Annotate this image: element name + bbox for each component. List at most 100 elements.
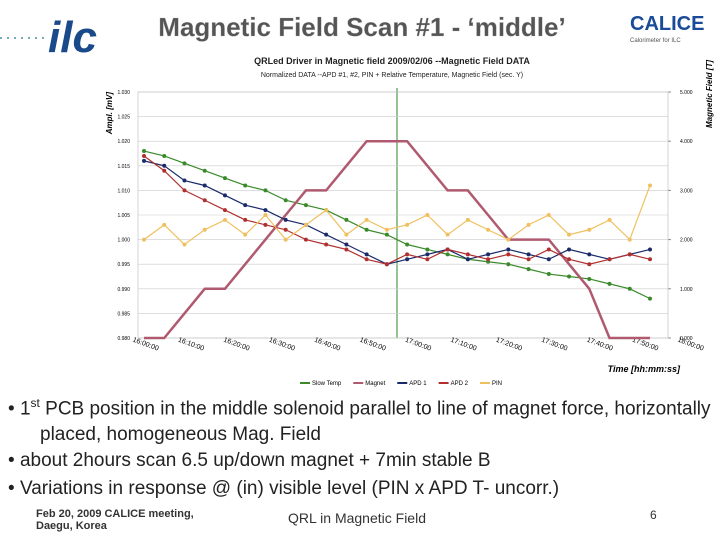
data-point (526, 252, 531, 257)
chart-subtitle: Normalized DATA --APD #1, #2, PIN + Rela… (261, 72, 523, 79)
data-point (567, 247, 572, 252)
bullet: • Variations in response @ (in) visible … (8, 478, 560, 499)
y2-label: Magnetic Field [T] (705, 60, 714, 128)
data-point (607, 257, 612, 262)
data-point (567, 232, 572, 237)
legend-label: PIN (492, 381, 502, 387)
data-point (506, 247, 511, 252)
data-point (445, 232, 450, 237)
data-point (303, 203, 308, 208)
data-point (243, 203, 248, 208)
y-tick-label: 1.005 (117, 213, 130, 219)
x-tick-label: 16:40:00 (313, 337, 341, 353)
x-tick-label: 17:30:00 (540, 337, 568, 353)
data-point (546, 257, 551, 262)
plot-frame (137, 91, 669, 339)
data-point (324, 232, 329, 237)
series-line (144, 139, 650, 340)
data-point (506, 237, 511, 242)
y-tick-label: 0.985 (117, 311, 130, 317)
data-point (324, 208, 329, 213)
data-point (263, 213, 268, 217)
x-tick-label: 17:10:00 (449, 337, 477, 353)
y-tick-label: 1.020 (117, 139, 130, 145)
data-point (324, 242, 329, 247)
data-point (283, 217, 288, 222)
data-point (384, 262, 389, 267)
data-point (162, 153, 167, 158)
y-tick-label: 1.010 (117, 188, 130, 194)
page-number: 6 (650, 508, 657, 522)
y2-tick-label: 4.000 (680, 139, 693, 145)
data-point (526, 257, 531, 262)
x-tick-label: 16:50:00 (359, 337, 387, 353)
data-point (202, 183, 207, 188)
logo-sub: Calorimeter for ILC (630, 38, 681, 44)
y-tick-label: 0.990 (117, 287, 130, 293)
data-point (243, 183, 248, 188)
legend-label: APD 1 (409, 381, 427, 387)
data-point (202, 198, 207, 203)
data-point (142, 237, 146, 242)
footer-text: Daegu, Korea (36, 520, 107, 532)
chart-title: QRLed Driver in Magnetic field 2009/02/0… (254, 56, 530, 66)
series-line (143, 160, 651, 265)
footer-text: Feb 20, 2009 CALICE meeting, (36, 508, 194, 520)
data-point (142, 153, 146, 158)
x-tick-label: 17:20:00 (495, 337, 523, 353)
data-point (202, 168, 207, 173)
footer-center: QRL in Magnetic Field (288, 510, 426, 526)
data-point (384, 232, 389, 237)
series-line (143, 150, 651, 300)
data-point (627, 286, 632, 291)
data-point (486, 227, 491, 232)
data-point (567, 257, 572, 262)
legend-label: APD 2 (451, 381, 469, 387)
y-tick-label: 1.025 (117, 115, 130, 121)
bullet: • about 2hours scan 6.5 up/down magnet +… (8, 450, 491, 471)
x-tick-label: 16:20:00 (222, 337, 250, 353)
data-point (465, 217, 470, 222)
data-point (587, 262, 592, 267)
series-line (143, 185, 651, 246)
y2-tick-label: 0.000 (680, 336, 693, 342)
data-point (526, 222, 531, 227)
data-point (243, 217, 248, 222)
data-point (587, 227, 592, 232)
data-point (222, 193, 227, 198)
data-point (303, 237, 308, 242)
data-point (243, 232, 248, 237)
data-point (263, 188, 268, 193)
data-point (607, 281, 612, 286)
logo-calice: CALICE (630, 13, 704, 35)
data-point (425, 247, 430, 252)
data-point (162, 222, 167, 227)
y2-tick-label: 5.000 (680, 90, 693, 96)
y2-tick-label: 3.000 (680, 188, 693, 194)
data-point (486, 257, 491, 262)
series-line (143, 155, 651, 265)
data-point (384, 227, 389, 232)
data-point (587, 276, 592, 281)
y2-tick-label: 1.000 (680, 287, 693, 293)
data-point (162, 168, 167, 173)
data-point (465, 252, 470, 257)
data-point (567, 274, 572, 279)
data-point (506, 262, 511, 267)
data-point (648, 257, 652, 262)
data-point (465, 257, 470, 262)
data-point (425, 213, 430, 217)
y-tick-label: 0.995 (117, 262, 130, 268)
data-point (486, 252, 491, 257)
slide-top: ilc Magnetic Field Scan #1 - ‘middle’ CA… (0, 12, 714, 387)
data-point (587, 252, 592, 257)
data-point (506, 252, 511, 257)
data-point (263, 222, 268, 227)
data-point (283, 198, 288, 203)
legend-label: Slow Temp (312, 381, 342, 387)
x-label: Time [hh:mm:ss] (608, 364, 681, 374)
bullet-text: 1 (19, 398, 31, 420)
bullet-text: PCB position in the middle solenoid para… (40, 398, 711, 446)
data-point (648, 183, 652, 188)
data-point (526, 267, 531, 272)
